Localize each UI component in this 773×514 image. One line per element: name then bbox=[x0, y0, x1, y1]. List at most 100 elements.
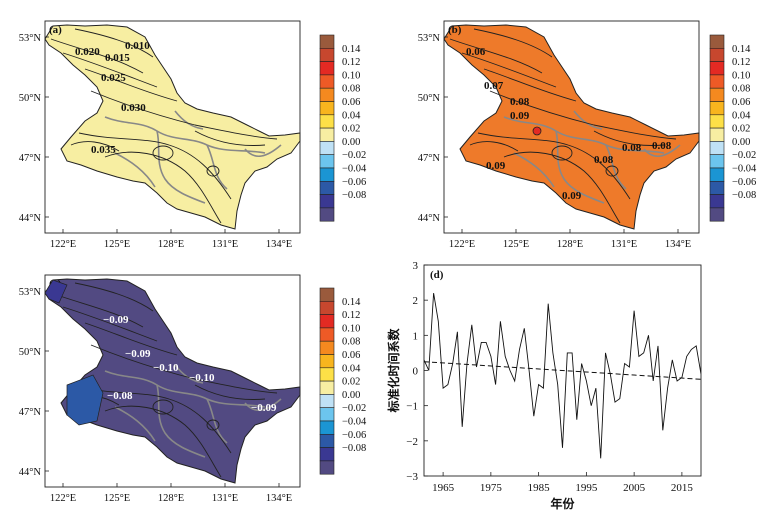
contour-closed bbox=[206, 165, 220, 177]
colorbar-cell bbox=[709, 127, 725, 142]
river-line bbox=[114, 152, 156, 188]
colorbar-cell bbox=[319, 154, 335, 169]
contour-value: −0.10 bbox=[189, 372, 215, 384]
contour-closed bbox=[551, 145, 573, 161]
contour-value: 0.08 bbox=[652, 140, 672, 152]
colorbar-label: 0.04 bbox=[732, 110, 751, 121]
x-tick-label: 125°E bbox=[104, 239, 130, 250]
colorbar-cell bbox=[319, 87, 335, 102]
colorbar-label: 0.08 bbox=[732, 84, 750, 95]
y-tick-label: 2 bbox=[413, 295, 419, 307]
contour-line bbox=[449, 38, 543, 74]
colorbar-label: 0.08 bbox=[342, 84, 360, 95]
colorbar-cell bbox=[709, 47, 725, 62]
y-tick-label: 44°N bbox=[418, 213, 441, 224]
contour-line bbox=[483, 68, 577, 102]
y-axis-label: 标准化时间系数 bbox=[386, 328, 401, 414]
contour-line bbox=[50, 38, 144, 74]
contour-line bbox=[593, 130, 665, 146]
y-tick-label: 47°N bbox=[19, 407, 42, 418]
river-line bbox=[206, 144, 228, 190]
contour-line bbox=[194, 130, 266, 146]
colorbar-cell bbox=[319, 433, 335, 448]
contour-line bbox=[84, 68, 178, 102]
colorbar-cell bbox=[319, 74, 335, 89]
x-tick-label: 128°E bbox=[158, 493, 184, 504]
river-line bbox=[513, 152, 555, 188]
contour-value: 0.010 bbox=[125, 40, 150, 52]
colorbar-label: 0.06 bbox=[342, 97, 360, 108]
colorbar-label: 0.06 bbox=[732, 97, 750, 108]
river-line bbox=[156, 384, 206, 458]
y-tick-label: 47°N bbox=[418, 153, 441, 164]
panel-label: (b) bbox=[448, 24, 462, 36]
colorbar-label: 0.14 bbox=[732, 44, 751, 55]
contour-value: −0.09 bbox=[125, 348, 151, 360]
contour-value: 0.08 bbox=[594, 154, 614, 166]
x-tick-label: 2005 bbox=[623, 482, 646, 494]
colorbar-cell bbox=[709, 207, 725, 222]
colorbar-cell bbox=[319, 367, 335, 382]
contour-value: 0.015 bbox=[105, 52, 130, 64]
basin-region bbox=[44, 24, 301, 230]
colorbar-label: 0.02 bbox=[732, 124, 750, 135]
river-line bbox=[244, 398, 282, 411]
x-axis-label: 年份 bbox=[550, 496, 575, 511]
colorbar-label: 0.04 bbox=[342, 363, 361, 374]
contour-closed bbox=[152, 399, 174, 415]
x-tick-label: 131°E bbox=[212, 239, 238, 250]
contour-line bbox=[78, 386, 232, 454]
colorbar-label: −0.02 bbox=[342, 403, 366, 414]
map-panel: (b) 122°E 125°E 128°E 131°E 134°E 53°N 50°N 47°N… bbox=[418, 20, 700, 250]
y-tick-label: −2 bbox=[406, 436, 418, 448]
colorbar-label: −0.08 bbox=[732, 190, 756, 201]
contour-line bbox=[74, 282, 154, 312]
contour-closed bbox=[206, 419, 220, 431]
contour-line bbox=[473, 28, 553, 58]
x-tick-label: 125°E bbox=[503, 239, 529, 250]
colorbar-label: 0.12 bbox=[342, 57, 360, 68]
x-tick-label: 2015 bbox=[671, 482, 694, 494]
trend-line bbox=[424, 361, 701, 380]
contour-line bbox=[194, 384, 266, 400]
contour-closed bbox=[605, 165, 619, 177]
colorbar-cell bbox=[319, 101, 335, 116]
colorbar-cell bbox=[319, 34, 335, 49]
colorbar-label: −0.06 bbox=[342, 430, 366, 441]
anomaly-patch bbox=[66, 374, 104, 426]
colorbar-label: −0.04 bbox=[342, 164, 367, 175]
x-tick-label: 1975 bbox=[480, 482, 503, 494]
map-panel: (a) 122°E 125°E 128°E 131°E 134°E 53°N 50°N 47°N… bbox=[19, 20, 301, 250]
contour-value: 0.025 bbox=[101, 72, 126, 84]
colorbar-cell bbox=[709, 34, 725, 49]
contour-value: 0.035 bbox=[91, 144, 116, 156]
x-tick-label: 131°E bbox=[611, 239, 637, 250]
contour-closed bbox=[152, 145, 174, 161]
plot-area bbox=[424, 293, 701, 459]
colorbar-cell bbox=[319, 340, 335, 355]
contour-value: 0.09 bbox=[562, 190, 582, 202]
colorbar-cell bbox=[709, 141, 725, 155]
colorbar-label: 0.00 bbox=[342, 390, 360, 401]
colorbar-label: 0.06 bbox=[342, 350, 360, 361]
contour-value: 0.08 bbox=[622, 142, 642, 154]
colorbar-cell bbox=[709, 114, 725, 129]
y-tick-label: 53°N bbox=[19, 33, 42, 44]
contour-value: −0.10 bbox=[153, 362, 179, 374]
contour-line bbox=[104, 405, 222, 478]
colorbar-cell bbox=[709, 154, 725, 169]
y-tick-label: 0 bbox=[413, 366, 419, 378]
x-tick-label: 1985 bbox=[528, 482, 551, 494]
x-tick-label: 125°E bbox=[104, 493, 130, 504]
colorbar-label: −0.08 bbox=[342, 190, 366, 201]
x-tick-label: 134°E bbox=[266, 239, 292, 250]
colorbar-cell bbox=[319, 207, 335, 222]
colorbar-label: 0.10 bbox=[342, 323, 360, 334]
colorbar-cell bbox=[319, 447, 335, 462]
river-line bbox=[244, 144, 282, 157]
river-line bbox=[605, 144, 627, 190]
colorbar-cell bbox=[319, 300, 335, 315]
colorbar-label: 0.14 bbox=[342, 44, 361, 55]
colorbar-label: −0.04 bbox=[732, 164, 757, 175]
